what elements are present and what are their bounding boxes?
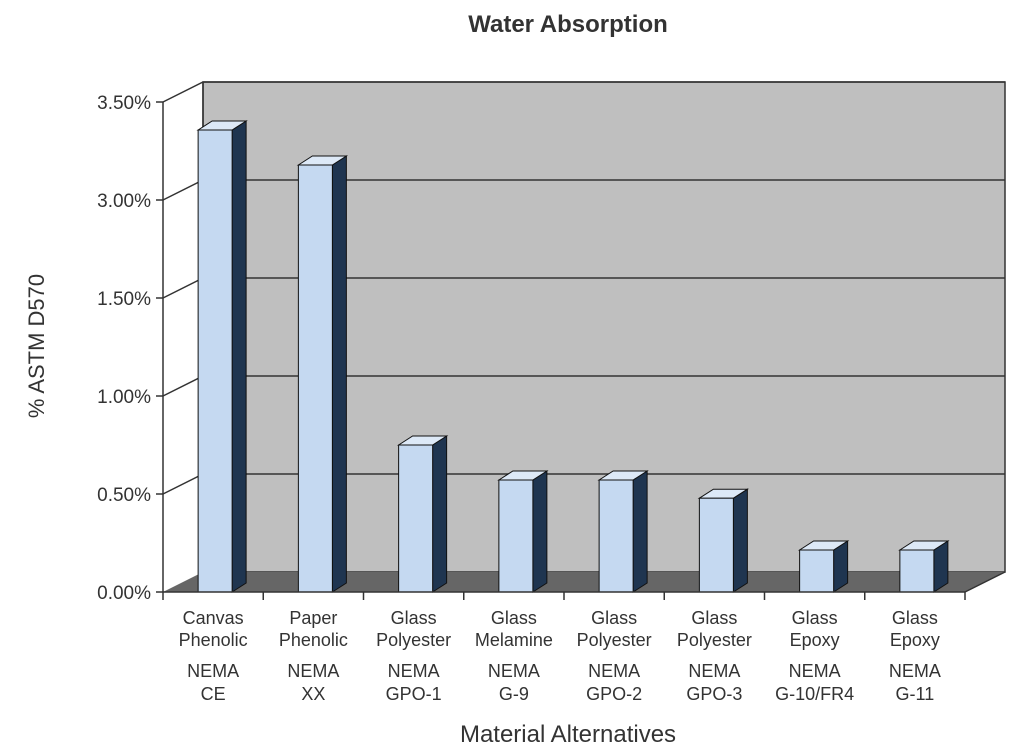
bar-front: [598, 479, 634, 593]
bar: [296, 155, 349, 593]
x-category-label: Glass Polyester NEMA GPO-3: [677, 608, 752, 704]
x-category-line: G-10/FR4: [775, 684, 854, 704]
y-tick-label: 1.00%: [97, 387, 151, 408]
bars: [196, 120, 950, 593]
x-category-line: G-11: [896, 684, 935, 704]
x-category-line: GPO-1: [386, 684, 442, 704]
x-category-line: Epoxy: [890, 630, 940, 650]
bar-side: [231, 120, 247, 593]
x-category-line: Polyester: [376, 630, 451, 650]
y-tick-label: 0.50%: [97, 485, 151, 506]
x-category-label: Paper Phenolic NEMA XX: [279, 608, 348, 704]
bar: [396, 435, 449, 593]
x-category-line: Melamine: [475, 630, 553, 650]
x-category-line: NEMA: [388, 661, 440, 681]
x-category-line: Glass: [391, 608, 437, 628]
x-category-label: Glass Polyester NEMA GPO-1: [376, 608, 451, 704]
y-axis-label: % ASTM D570: [24, 274, 49, 418]
x-category-label: Glass Polyester NEMA GPO-2: [577, 608, 652, 704]
x-category-line: Paper: [289, 608, 337, 628]
x-category-line: Glass: [892, 608, 938, 628]
y-tick-label: 3.50%: [97, 93, 151, 114]
x-category-line: NEMA: [187, 661, 239, 681]
y-axis: 0.00% 0.50% 1.00% 1.50% 3.00% 3.50%: [97, 93, 164, 604]
x-category-line: Glass: [691, 608, 737, 628]
x-category-line: Epoxy: [790, 630, 840, 650]
x-category-line: G-9: [499, 684, 529, 704]
bar-front: [698, 497, 734, 593]
x-axis-depth-edge: [964, 571, 1006, 593]
x-category-line: NEMA: [488, 661, 540, 681]
x-category-line: NEMA: [588, 661, 640, 681]
bar: [797, 540, 850, 593]
bar-front: [197, 129, 233, 593]
x-category-line: Polyester: [677, 630, 752, 650]
x-category-line: GPO-3: [686, 684, 742, 704]
x-category-line: CE: [201, 684, 226, 704]
bar: [196, 120, 248, 593]
plot-floor: [163, 572, 1005, 592]
x-category-line: GPO-2: [586, 684, 642, 704]
bar-side: [432, 435, 448, 593]
x-category-line: Glass: [792, 608, 838, 628]
x-category-line: Glass: [591, 608, 637, 628]
bar: [898, 540, 950, 593]
bar-front: [498, 479, 534, 593]
x-category-line: NEMA: [688, 661, 740, 681]
bar: [497, 470, 549, 593]
bar-front: [899, 549, 935, 593]
gridline: [162, 81, 1005, 103]
x-category-line: NEMA: [889, 661, 941, 681]
x-category-label: Glass Epoxy NEMA G-10/FR4: [775, 608, 854, 704]
x-category-label: Glass Epoxy NEMA G-11: [889, 608, 941, 704]
bar-side: [331, 155, 347, 593]
x-category-line: NEMA: [789, 661, 841, 681]
x-category-label: Glass Melamine NEMA G-9: [475, 608, 553, 704]
x-category-line: Polyester: [577, 630, 652, 650]
x-category-label: Canvas Phenolic NEMA CE: [179, 608, 248, 704]
x-category-line: NEMA: [287, 661, 339, 681]
bar-front: [398, 444, 434, 593]
y-tick-label: 1.50%: [97, 289, 151, 310]
x-axis-label: Material Alternatives: [460, 721, 676, 748]
chart-title: Water Absorption: [468, 11, 668, 38]
bar-side: [732, 488, 748, 593]
x-category-line: Glass: [491, 608, 537, 628]
y-tick-label: 0.00%: [97, 583, 151, 604]
x-category-line: Phenolic: [279, 630, 348, 650]
bar-side: [632, 470, 648, 593]
bar: [697, 488, 750, 593]
x-category-line: Phenolic: [179, 630, 248, 650]
y-tick-label: 3.00%: [97, 191, 151, 212]
bar-front: [799, 549, 835, 593]
bar-front: [297, 164, 333, 593]
bar: [597, 470, 649, 593]
x-category-line: XX: [301, 684, 325, 704]
x-category-line: Canvas: [183, 608, 244, 628]
bar-side: [532, 470, 548, 593]
